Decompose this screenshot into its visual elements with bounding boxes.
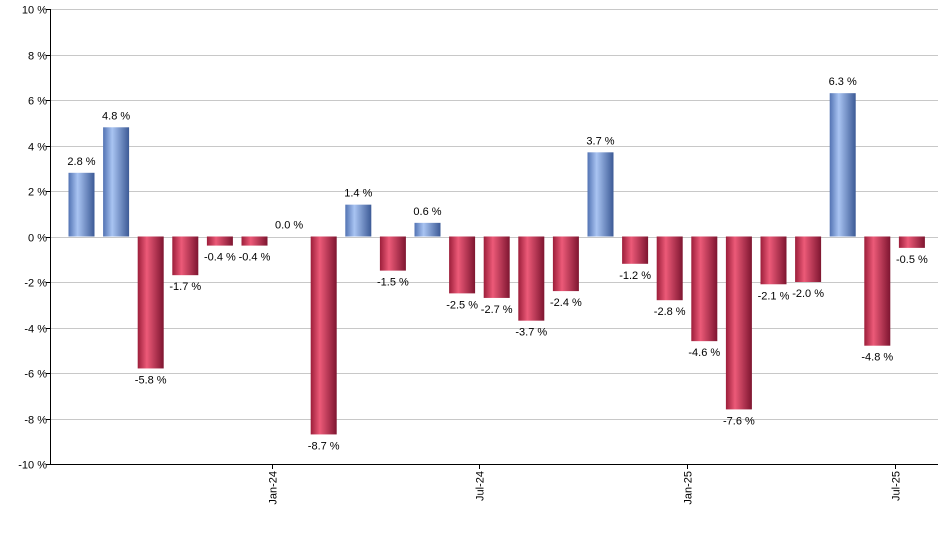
bar <box>449 236 476 294</box>
x-tick-label: Jul-25 <box>891 471 903 501</box>
data-label: 0.6 % <box>413 206 441 218</box>
y-tick-label: 6 % <box>28 96 47 108</box>
data-label: -2.7 % <box>481 304 513 316</box>
bar <box>622 236 649 264</box>
y-tick-label: 8 % <box>28 51 47 63</box>
data-label: -8.7 % <box>308 440 340 452</box>
data-label: -7.6 % <box>723 415 755 427</box>
data-label: 1.4 % <box>344 188 372 200</box>
bar <box>310 236 337 435</box>
data-label: -2.0 % <box>792 288 824 300</box>
data-label: 2.8 % <box>67 156 95 168</box>
bar <box>241 236 268 246</box>
data-label: -2.1 % <box>758 290 790 302</box>
data-label: -2.4 % <box>550 297 582 309</box>
y-tick-label: -6 % <box>24 369 47 381</box>
data-label: -2.5 % <box>446 299 478 311</box>
x-tick-label: Jan-24 <box>268 471 280 505</box>
y-tick-label: -4 % <box>24 324 47 336</box>
bar <box>483 236 510 298</box>
x-tick-label: Jul-24 <box>475 471 487 501</box>
data-label: -0.4 % <box>239 252 271 264</box>
bar <box>414 222 441 237</box>
bars <box>68 93 925 435</box>
y-tick-label: -10 % <box>18 460 47 472</box>
bar <box>68 172 95 237</box>
x-tick-label: Jan-25 <box>683 471 695 505</box>
bar <box>518 236 545 321</box>
y-tick-label: 0 % <box>28 233 47 245</box>
data-label: -2.8 % <box>654 306 686 318</box>
bar <box>656 236 683 301</box>
data-label: 6.3 % <box>829 76 857 88</box>
data-label: 3.7 % <box>586 135 614 147</box>
y-tick-label: 4 % <box>28 142 47 154</box>
data-label: -0.5 % <box>896 254 928 266</box>
y-tick-label: -2 % <box>24 278 47 290</box>
bar <box>587 152 614 237</box>
bar <box>898 236 925 248</box>
bar <box>172 236 199 276</box>
bar <box>103 127 130 237</box>
data-label: -0.4 % <box>204 252 236 264</box>
data-label: 0.0 % <box>275 220 303 232</box>
bar <box>795 236 822 282</box>
bar <box>345 204 372 237</box>
bar <box>137 236 164 369</box>
bar <box>552 236 579 292</box>
data-label: -1.7 % <box>169 281 201 293</box>
bar <box>760 236 787 285</box>
y-tick-label: 10 % <box>22 5 47 17</box>
data-label: -4.8 % <box>861 352 893 364</box>
y-tick-label: 2 % <box>28 187 47 199</box>
bar <box>691 236 718 342</box>
data-label: -1.5 % <box>377 277 409 289</box>
data-label: -4.6 % <box>688 347 720 359</box>
data-labels: 2.8 % 4.8 % -5.8 % -1.7 % -0.4 % -0.4 % 0.0 % -… <box>67 76 928 452</box>
bar <box>864 236 891 346</box>
bar <box>725 236 752 410</box>
data-label: -5.8 % <box>135 374 167 386</box>
y-tick-label: -8 % <box>24 415 47 427</box>
bar <box>206 236 233 246</box>
axes: -10 % -8 % -6 % -4 % -2 % 0 % 2 % 4 % 6 % 8 % 10 %… <box>18 5 938 505</box>
bar <box>829 93 856 237</box>
bar <box>379 236 406 271</box>
data-label: -3.7 % <box>515 327 547 339</box>
data-label: 4.8 % <box>102 110 130 122</box>
data-label: -1.2 % <box>619 270 651 282</box>
